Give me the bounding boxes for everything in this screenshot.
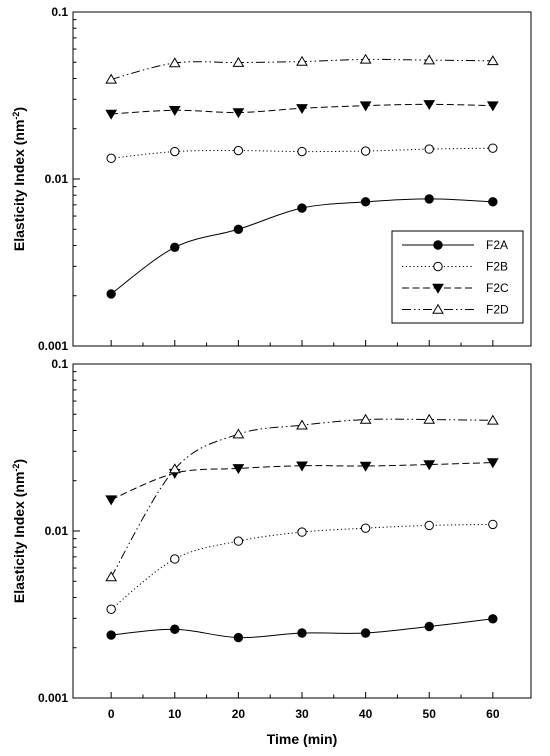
y-axis-title-superscript: -2 [11,464,21,472]
data-point [423,413,436,424]
data-point [424,144,434,154]
data-point [106,153,116,164]
data-point [297,527,307,537]
series-line [110,418,493,578]
series-3 [105,413,499,582]
x-tick-label: 20 [232,707,246,721]
legend-marker [433,240,443,250]
data-point [168,463,181,474]
data-point [488,614,498,624]
legend-label: F2D [486,303,509,317]
y-axis-title-close: ) [11,459,27,464]
bottom-panel: 0.001 0.01 0.1 0 10 20 30 40 50 60 Elasticity Inde… [11,357,532,747]
series-0 [106,614,498,643]
data-point [297,146,307,157]
series-1 [106,519,498,614]
data-point [232,428,245,439]
series-f2b [106,143,498,164]
x-tick-label: 10 [168,707,182,721]
y-tick-label: 0.01 [45,524,69,538]
x-axis-title: Time (min) [267,731,338,747]
data-point [297,203,307,213]
data-point [360,197,371,207]
data-point [106,630,116,640]
y-axis-title-main: Elasticity Index (nm [11,120,27,251]
data-point [359,413,372,424]
data-point [106,604,116,614]
data-point [486,458,499,469]
data-point [105,571,118,582]
legend-label: F2C [486,281,509,295]
data-point [423,54,436,65]
legend-box [391,230,524,324]
data-point [296,461,308,472]
legend: F2A F2B F2C F2D [391,230,524,324]
data-point [424,194,434,204]
data-point [424,520,434,531]
legend-label: F2A [486,238,508,252]
x-tick-label: 40 [359,707,373,721]
data-point [360,523,371,533]
data-point [360,146,371,156]
legend-marker [432,303,444,314]
data-point [360,628,371,638]
data-point [168,106,181,116]
data-point [170,554,180,564]
data-point [233,224,244,234]
legend-marker [433,261,443,272]
x-tick-label: 60 [486,707,500,721]
data-point [359,461,372,472]
data-point [232,108,245,119]
data-point [486,101,499,112]
data-point [296,104,308,115]
data-point [488,197,498,207]
data-point [105,495,118,506]
series-f2a [106,194,498,299]
y-axis-title-close: ) [11,107,27,112]
y-tick-label: 0.001 [38,691,68,705]
data-point [488,143,498,153]
data-point [233,145,244,156]
data-point [488,519,498,530]
x-tick-label: 30 [295,707,309,721]
data-point [233,536,244,546]
series-f2d [105,53,499,84]
legend-label: F2B [486,260,508,274]
series-line [110,523,493,610]
data-point [170,242,180,252]
data-point [296,419,308,430]
data-point [168,57,181,68]
data-point [297,628,307,638]
x-tick-label: 0 [108,707,115,721]
y-axis-title-main: Elasticity Index (nm [11,472,27,603]
y-axis-title: Elasticity Index (nm-2) [11,459,27,603]
data-point [486,55,499,66]
y-tick-label: 0.1 [51,5,68,19]
data-point [232,464,245,475]
data-point [233,632,244,643]
data-point [423,460,436,471]
y-tick-label: 0.01 [45,172,69,186]
data-point [106,289,116,299]
data-point [296,55,308,66]
legend-marker [432,283,444,294]
y-axis-title: Elasticity Index (nm-2) [11,107,27,251]
data-point [486,414,499,425]
x-tick-label: 50 [423,707,437,721]
data-point [359,53,372,64]
data-point [105,73,118,84]
data-point [359,101,372,112]
data-point [170,624,180,634]
data-point [232,56,245,67]
data-point [424,621,434,632]
y-tick-label: 0.001 [38,339,68,353]
data-point [423,100,436,111]
y-tick-label: 0.1 [51,357,68,371]
series-f2c [105,100,499,120]
data-point [105,109,118,120]
y-axis-title-superscript: -2 [11,112,21,120]
data-point [170,146,180,157]
